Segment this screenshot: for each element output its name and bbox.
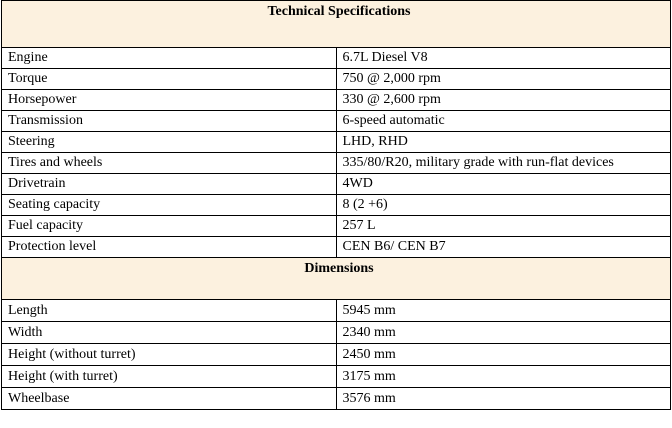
spec-row: Tires and wheels 335/80/R20, military gra… (1, 152, 671, 174)
spec-value: 6-speed automatic (335, 110, 671, 132)
spec-label: Steering (1, 131, 337, 153)
spec-row: Width 2340 mm (1, 321, 671, 344)
spec-row: Engine 6.7L Diesel V8 (1, 47, 671, 69)
spec-row: Drivetrain 4WD (1, 173, 671, 195)
spec-row: Horsepower 330 @ 2,600 rpm (1, 89, 671, 111)
spec-row: Steering LHD, RHD (1, 131, 671, 153)
spec-value: 2450 mm (335, 343, 671, 366)
spec-value: 750 @ 2,000 rpm (335, 68, 671, 90)
spec-label: Drivetrain (1, 173, 337, 195)
spec-table: Technical Specifications Engine 6.7L Diese… (1, 0, 671, 410)
spec-value: 330 @ 2,600 rpm (335, 89, 671, 111)
spec-label: Transmission (1, 110, 337, 132)
spec-label: Horsepower (1, 89, 337, 111)
section-header-row: Dimensions (1, 257, 671, 300)
spec-value: 257 L (335, 215, 671, 237)
spec-value: 3576 mm (335, 387, 671, 410)
section-title: Dimensions (1, 257, 671, 300)
spec-label: Torque (1, 68, 337, 90)
section-title: Technical Specifications (1, 0, 671, 48)
spec-label: Height (with turret) (1, 365, 337, 388)
spec-label: Length (1, 299, 337, 322)
spec-label: Height (without turret) (1, 343, 337, 366)
spec-label: Fuel capacity (1, 215, 337, 237)
spec-label: Tires and wheels (1, 152, 337, 174)
spec-row: Height (without turret) 2450 mm (1, 343, 671, 366)
spec-label: Seating capacity (1, 194, 337, 216)
spec-value: 6.7L Diesel V8 (335, 47, 671, 69)
spec-value: 5945 mm (335, 299, 671, 322)
spec-value: CEN B6/ CEN B7 (335, 236, 671, 258)
spec-label: Width (1, 321, 337, 344)
spec-row: Length 5945 mm (1, 299, 671, 322)
spec-value: 335/80/R20, military grade with run-flat… (335, 152, 671, 174)
spec-row: Protection level CEN B6/ CEN B7 (1, 236, 671, 258)
spec-row: Seating capacity 8 (2 +6) (1, 194, 671, 216)
spec-row: Wheelbase 3576 mm (1, 387, 671, 410)
spec-value: 2340 mm (335, 321, 671, 344)
spec-value: 4WD (335, 173, 671, 195)
spec-label: Protection level (1, 236, 337, 258)
spec-row: Torque 750 @ 2,000 rpm (1, 68, 671, 90)
spec-value: 3175 mm (335, 365, 671, 388)
spec-row: Fuel capacity 257 L (1, 215, 671, 237)
spec-row: Transmission 6-speed automatic (1, 110, 671, 132)
section-header-row: Technical Specifications (1, 0, 671, 48)
spec-value: LHD, RHD (335, 131, 671, 153)
spec-row: Height (with turret) 3175 mm (1, 365, 671, 388)
spec-label: Engine (1, 47, 337, 69)
spec-label: Wheelbase (1, 387, 337, 410)
spec-value: 8 (2 +6) (335, 194, 671, 216)
